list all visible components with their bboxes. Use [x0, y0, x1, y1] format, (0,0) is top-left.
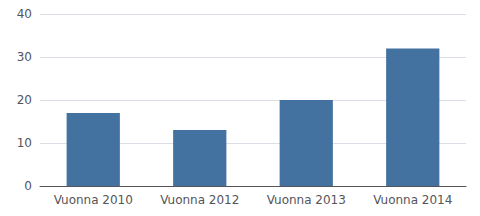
svg-text:Vuonna 2014: Vuonna 2014	[373, 193, 452, 207]
svg-text:Vuonna 2012: Vuonna 2012	[160, 193, 239, 207]
svg-text:Vuonna 2013: Vuonna 2013	[267, 193, 346, 207]
svg-text:0: 0	[24, 179, 32, 193]
svg-text:10: 10	[17, 136, 32, 150]
svg-text:30: 30	[17, 50, 32, 64]
svg-text:40: 40	[17, 7, 32, 21]
svg-text:20: 20	[17, 93, 32, 107]
svg-text:Vuonna 2010: Vuonna 2010	[54, 193, 133, 207]
